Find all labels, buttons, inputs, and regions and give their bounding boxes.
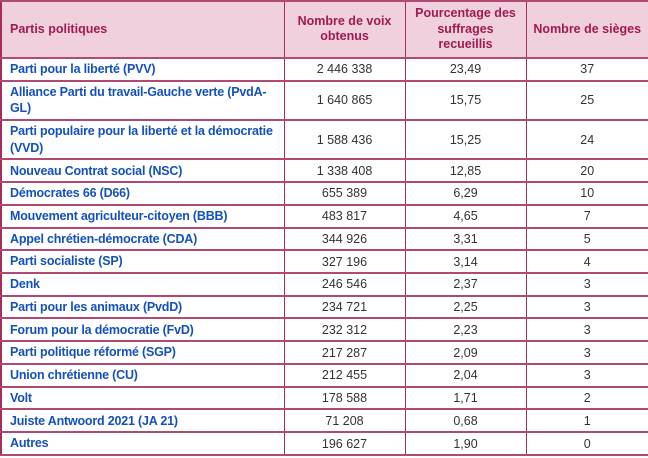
percentage-cell: 2,04 — [404, 362, 527, 388]
votes-cell: 344 926 — [283, 226, 406, 252]
votes-cell: 1 338 408 — [283, 158, 406, 184]
party-name-cell: Mouvement agriculteur-citoyen (BBB) — [0, 203, 285, 229]
seats-cell: 5 — [525, 226, 648, 252]
votes-cell: 1 640 865 — [283, 79, 406, 121]
percentage-cell: 15,75 — [404, 79, 527, 121]
seats-cell: 3 — [525, 340, 648, 365]
percentage-cell: 2,09 — [404, 340, 527, 365]
seats-cell: 3 — [525, 294, 648, 320]
seats-cell: 3 — [525, 362, 648, 388]
table-row: Parti socialiste (SP) 327 196 3,14 4 — [0, 249, 648, 274]
votes-cell: 217 287 — [283, 340, 406, 365]
seats-cell: 1 — [525, 408, 648, 434]
header-percentage: Pourcentage des suffrages recueillis — [404, 0, 527, 59]
table-row: Parti populaire pour la liberté et la dé… — [0, 118, 648, 161]
percentage-cell: 2,25 — [404, 294, 527, 320]
seats-cell: 0 — [525, 431, 648, 456]
party-name-cell: Parti politique réformé (SGP) — [0, 340, 285, 365]
party-name-cell: Denk — [0, 271, 285, 297]
party-name-cell: Parti socialiste (SP) — [0, 249, 285, 274]
table-row: Démocrates 66 (D66) 655 389 6,29 10 — [0, 181, 648, 206]
party-name-cell: Parti pour les animaux (PvdD) — [0, 294, 285, 320]
seats-cell: 7 — [525, 203, 648, 229]
header-row: Partis politiques Nombre de voix obtenus… — [0, 0, 648, 59]
table-row: Volt 178 588 1,71 2 — [0, 385, 648, 411]
votes-cell: 2 446 338 — [283, 56, 406, 82]
votes-cell: 327 196 — [283, 249, 406, 274]
percentage-cell: 2,37 — [404, 271, 527, 297]
table-row: Denk 246 546 2,37 3 — [0, 271, 648, 297]
percentage-cell: 1,90 — [404, 431, 527, 456]
seats-cell: 37 — [525, 56, 648, 82]
party-name-cell: Union chrétienne (CU) — [0, 362, 285, 388]
seats-cell: 20 — [525, 158, 648, 184]
party-name-cell: Démocrates 66 (D66) — [0, 181, 285, 206]
table-row: Juiste Antwoord 2021 (JA 21) 71 208 0,68 1 — [0, 408, 648, 434]
percentage-cell: 4,65 — [404, 203, 527, 229]
percentage-cell: 12,85 — [404, 158, 527, 184]
table-row: Parti politique réformé (SGP) 217 287 2,09… — [0, 340, 648, 365]
seats-cell: 10 — [525, 181, 648, 206]
table-row: Nouveau Contrat social (NSC) 1 338 408 12,… — [0, 158, 648, 184]
seats-cell: 3 — [525, 317, 648, 343]
party-name-cell: Forum pour la démocratie (FvD) — [0, 317, 285, 343]
percentage-cell: 23,49 — [404, 56, 527, 82]
header-parties: Partis politiques — [0, 0, 285, 59]
table-row: Union chrétienne (CU) 212 455 2,04 3 — [0, 362, 648, 388]
seats-cell: 25 — [525, 79, 648, 121]
seats-cell: 4 — [525, 249, 648, 274]
table-row: Forum pour la démocratie (FvD) 232 312 2,2… — [0, 317, 648, 343]
percentage-cell: 2,23 — [404, 317, 527, 343]
percentage-cell: 6,29 — [404, 181, 527, 206]
votes-cell: 71 208 — [283, 408, 406, 434]
seats-cell: 24 — [525, 118, 648, 161]
table-row: Alliance Parti du travail-Gauche verte (… — [0, 79, 648, 121]
table-header: Partis politiques Nombre de voix obtenus… — [0, 0, 648, 59]
votes-cell: 234 721 — [283, 294, 406, 320]
seats-cell: 3 — [525, 271, 648, 297]
header-seats: Nombre de sièges — [525, 0, 648, 59]
header-votes: Nombre de voix obtenus — [283, 0, 406, 59]
table-body: Parti pour la liberté (PVV) 2 446 338 23,4… — [0, 56, 648, 456]
votes-cell: 655 389 — [283, 181, 406, 206]
party-name-cell: Parti populaire pour la liberté et la dé… — [0, 118, 285, 161]
table-row: Mouvement agriculteur-citoyen (BBB) 483 8… — [0, 203, 648, 229]
party-name-cell: Appel chrétien-démocrate (CDA) — [0, 226, 285, 252]
percentage-cell: 3,14 — [404, 249, 527, 274]
table-row: Parti pour la liberté (PVV) 2 446 338 23,4… — [0, 56, 648, 82]
party-name-cell: Volt — [0, 385, 285, 411]
party-name-cell: Juiste Antwoord 2021 (JA 21) — [0, 408, 285, 434]
percentage-cell: 3,31 — [404, 226, 527, 252]
votes-cell: 178 588 — [283, 385, 406, 411]
votes-cell: 246 546 — [283, 271, 406, 297]
party-name-cell: Parti pour la liberté (PVV) — [0, 56, 285, 82]
party-name-cell: Nouveau Contrat social (NSC) — [0, 158, 285, 184]
percentage-cell: 1,71 — [404, 385, 527, 411]
party-name-cell: Autres — [0, 431, 285, 456]
table-row: Parti pour les animaux (PvdD) 234 721 2,25… — [0, 294, 648, 320]
votes-cell: 483 817 — [283, 203, 406, 229]
votes-cell: 232 312 — [283, 317, 406, 343]
table-row: Autres 196 627 1,90 0 — [0, 431, 648, 456]
table-row: Appel chrétien-démocrate (CDA) 344 926 3,3… — [0, 226, 648, 252]
seats-cell: 2 — [525, 385, 648, 411]
party-name-cell: Alliance Parti du travail-Gauche verte (… — [0, 79, 285, 121]
percentage-cell: 0,68 — [404, 408, 527, 434]
votes-cell: 1 588 436 — [283, 118, 406, 161]
percentage-cell: 15,25 — [404, 118, 527, 161]
votes-cell: 196 627 — [283, 431, 406, 456]
votes-cell: 212 455 — [283, 362, 406, 388]
